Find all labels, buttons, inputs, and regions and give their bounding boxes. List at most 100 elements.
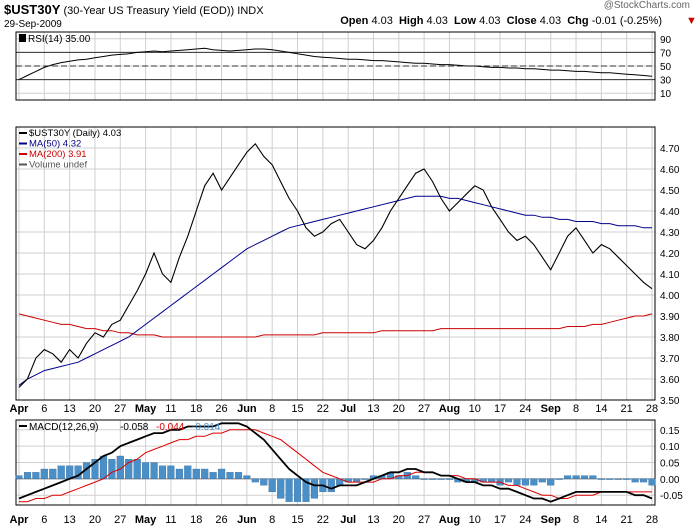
macd-histogram-bar: [243, 475, 251, 480]
price-tick-label: 4.70: [660, 144, 680, 155]
ma200-line: [18, 313, 653, 338]
x-tick-label: 18: [190, 514, 202, 526]
x-tick-label: 22: [317, 403, 329, 415]
macd-tick-label: 0.15: [660, 426, 680, 437]
price-tick-label: 4.50: [660, 186, 680, 197]
x-tick-label: 11: [165, 514, 176, 526]
macd-histogram-bar: [150, 462, 158, 479]
low-value: 4.03: [479, 15, 501, 27]
macd-histogram-bar: [91, 459, 99, 479]
rsi-tick-label: 70: [660, 48, 672, 59]
x-tick-label: Jul: [340, 403, 356, 415]
x-tick-label: 8: [269, 514, 275, 526]
panel-rsi-frame: [15, 31, 656, 101]
x-tick-label: 8: [269, 403, 275, 415]
price-tick-label: 3.70: [660, 354, 680, 365]
macd-histogram-bar: [648, 478, 656, 486]
symbol: $UST30Y: [4, 2, 61, 17]
price-line: [18, 142, 653, 388]
price-tick-label: 3.60: [660, 375, 680, 386]
legend-entry-2: MA(200) 3.91: [29, 149, 87, 160]
macd-histogram-bar: [589, 475, 597, 480]
legend-entry-1: MA(50) 4.32: [29, 139, 81, 150]
chg-label: Chg: [567, 15, 589, 27]
x-tick-label: 21: [621, 514, 633, 526]
x-tick-label: Jun: [237, 514, 257, 526]
x-tick-label: 21: [621, 403, 633, 415]
macd-histogram-bar: [437, 478, 445, 480]
macd-histogram-bar: [285, 478, 293, 502]
macd-histogram-bar: [209, 472, 217, 479]
macd-histogram-bar: [513, 478, 521, 486]
rsi-tick-label: 10: [660, 89, 672, 100]
macd-histogram-bar: [302, 478, 310, 502]
macd-histogram-bar: [445, 478, 454, 480]
macd-signal-line: [19, 429, 652, 503]
macd-histogram-bar: [538, 478, 546, 483]
macd-histogram-bar: [504, 478, 513, 483]
macd-histogram-bar: [23, 472, 32, 479]
legend-entry-3: Volume undef: [29, 160, 87, 171]
x-tick-label: Aug: [439, 403, 460, 415]
macd-histogram-bar: [108, 459, 116, 479]
x-tick-label: 15: [291, 514, 303, 526]
macd-histogram-bar: [293, 478, 302, 502]
price-tick-label: 3.90: [660, 312, 680, 323]
rsi-legend: RSI(14) 35.00: [28, 34, 91, 45]
x-tick-label: 20: [89, 514, 101, 526]
macd-histogram-bar: [614, 478, 622, 480]
macd-histogram-bar: [623, 478, 631, 480]
macd-histogram-bar: [125, 459, 133, 479]
x-tick-label: 26: [215, 514, 227, 526]
macd-histogram-bar: [606, 478, 614, 480]
low-label: Low: [454, 15, 477, 27]
macd-histogram-bar: [99, 455, 107, 480]
macd-histogram-bar: [597, 478, 605, 480]
macd-histogram-bar: [547, 478, 555, 486]
x-tick-label: 14: [595, 514, 607, 526]
open-value: 4.03: [371, 15, 393, 27]
macd-histogram-bar: [429, 478, 437, 480]
macd-histogram-bar: [631, 478, 639, 483]
macd-histogram-bar: [15, 475, 23, 480]
macd-histogram-bar: [572, 475, 580, 480]
macd-hist-value: -0.014: [192, 422, 221, 433]
x-tick-label: 27: [114, 514, 126, 526]
macd-histogram-bar: [57, 465, 65, 480]
x-tick-label: 26: [215, 403, 227, 415]
macd-histogram-bar: [32, 472, 40, 479]
x-tick-label: 13: [64, 514, 76, 526]
x-tick-label: 13: [64, 403, 76, 415]
legend-entry-0: $UST30Y (Daily) 4.03: [29, 128, 121, 139]
x-tick-label: 11: [165, 403, 176, 415]
macd-histogram-bar: [564, 475, 572, 480]
macd-histogram-bar: [555, 478, 563, 480]
x-tick-label: Jun: [237, 403, 257, 415]
x-tick-label: Aug: [439, 514, 460, 526]
rsi-tick-label: 90: [660, 35, 672, 46]
macd-histogram-bar: [184, 465, 192, 480]
x-tick-label: 20: [89, 403, 101, 415]
macd-histogram-bar: [327, 478, 335, 493]
macd-histogram-bar: [226, 472, 234, 479]
macd-tick-label: 0.00: [660, 475, 680, 486]
x-tick-label: 17: [494, 403, 506, 415]
macd-histogram-bar: [218, 468, 226, 479]
x-tick-label: Sep: [541, 514, 561, 526]
x-tick-label: 22: [317, 514, 329, 526]
price-tick-label: 3.80: [660, 333, 680, 344]
macd-histogram-bar: [521, 478, 529, 486]
x-tick-label: Apr: [10, 403, 30, 415]
macd-tick-label: -0.05: [660, 491, 683, 502]
x-tick-label: 13: [367, 514, 379, 526]
x-tick-label: 28: [646, 403, 658, 415]
macd-histogram-bar: [167, 465, 175, 480]
x-tick-label: Apr: [10, 514, 30, 526]
macd-histogram-bar: [116, 455, 124, 480]
x-tick-label: May: [135, 514, 157, 526]
description: (30-Year US Treasury Yield (EOD)): [63, 5, 235, 17]
close-label: Close: [506, 15, 537, 27]
exchange: INDX: [237, 5, 264, 17]
macd-histogram-bar: [580, 475, 589, 480]
